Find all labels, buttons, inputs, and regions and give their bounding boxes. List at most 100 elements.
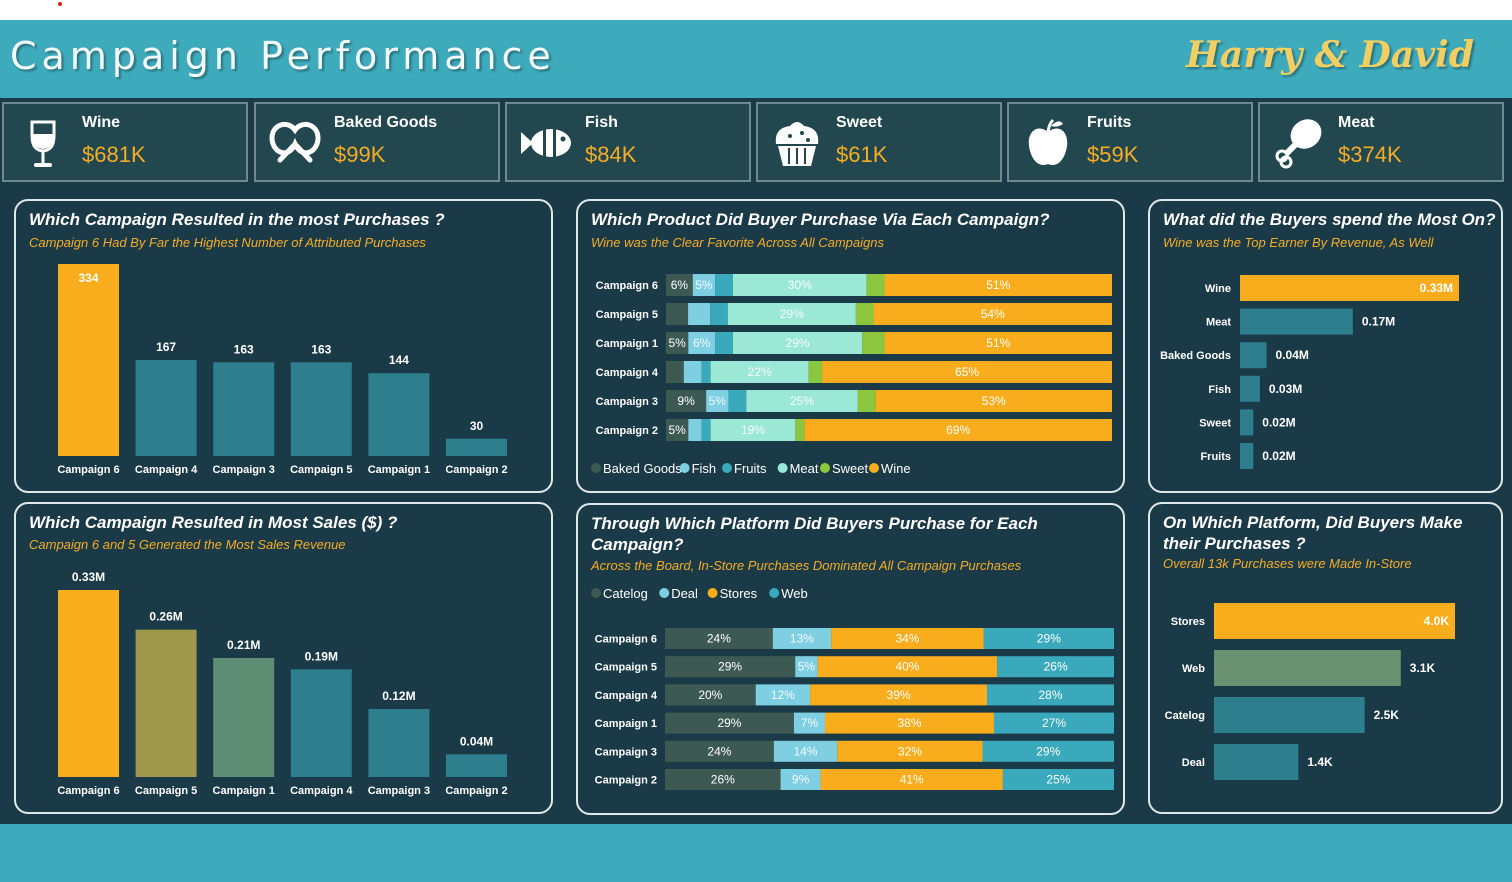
- stack-segment: [746, 390, 858, 412]
- data-label: 29%: [717, 716, 741, 730]
- kpi-label: Baked Goods: [334, 114, 438, 131]
- category-label: Campaign 3: [368, 785, 430, 797]
- stack-segment: [855, 303, 874, 325]
- data-label: 26%: [711, 773, 735, 787]
- legend-label: Meat: [790, 461, 819, 476]
- data-label: 0.03M: [1269, 382, 1302, 396]
- card-title: What did the Buyers spend the Most On?: [1163, 210, 1496, 229]
- data-label: 3.1K: [1410, 661, 1436, 675]
- stack-segment: [666, 332, 689, 354]
- pretzel-icon: [269, 121, 321, 163]
- card-title: Which Campaign Resulted in the most Purc…: [29, 210, 445, 229]
- bar: [1240, 308, 1353, 335]
- wine-glass-icon: [30, 120, 56, 167]
- data-label: 38%: [897, 716, 921, 730]
- data-label: 13%: [790, 632, 814, 646]
- category-label: Campaign 2: [445, 785, 507, 797]
- stack-segment: [701, 419, 711, 441]
- product-chart: Campaign 6 6% 5% 30% 51% Campaign 5 29% 54% Camp…: [591, 274, 1112, 476]
- kpi-fruits: Fruits $59K: [1007, 102, 1253, 182]
- category-label: Deal: [1182, 757, 1205, 769]
- stack-segment: [665, 712, 794, 734]
- category-label: Fish: [1208, 384, 1231, 396]
- bar: [1214, 744, 1299, 780]
- bar: [1240, 375, 1260, 402]
- card-product: Which Product Did Buyer Purchase Via Eac…: [576, 199, 1125, 493]
- sales-chart: 0.33M Campaign 6 0.26M Campaign 5 0.21M Campa…: [57, 570, 507, 797]
- stack-segment: [825, 712, 994, 734]
- stack-segment: [732, 274, 867, 296]
- stack-segment: [666, 274, 693, 296]
- data-label: 29%: [718, 660, 742, 674]
- legend-label: Wine: [881, 461, 911, 476]
- stack-segment: [665, 628, 773, 649]
- stack-segment: [820, 769, 1003, 790]
- category-label: Stores: [1171, 616, 1205, 628]
- kpi-label: Fish: [585, 114, 618, 131]
- category-label: Campaign 3: [595, 746, 657, 758]
- kpi-value: $374K: [1338, 142, 1402, 167]
- fish-icon: [521, 129, 571, 157]
- stack-segment: [666, 303, 689, 325]
- purchases-chart: 334 Campaign 6 167 Campaign 4 163 Campaign 3 1…: [57, 264, 508, 476]
- stack-segment: [804, 419, 1112, 441]
- bar: [1240, 409, 1254, 436]
- stack-segment: [982, 740, 1114, 762]
- stack-segment: [688, 303, 711, 325]
- category-label: Campaign 4: [596, 367, 659, 379]
- kpi-label: Meat: [1338, 114, 1375, 131]
- data-label: 65%: [955, 365, 979, 379]
- data-label: 41%: [900, 773, 924, 787]
- footer-bar: [0, 824, 1512, 882]
- stack-segment: [810, 684, 988, 706]
- category-label: Campaign 5: [596, 309, 658, 321]
- kpi-value: $61K: [836, 142, 888, 167]
- category-label: Campaign 1: [213, 785, 275, 797]
- data-label: 69%: [946, 423, 970, 437]
- bar: [58, 590, 119, 777]
- data-label: 163: [234, 342, 254, 356]
- category-label: Campaign 3: [213, 464, 275, 476]
- data-label: 6%: [671, 278, 689, 292]
- stack-segment: [710, 303, 728, 325]
- category-label: Campaign 6: [596, 280, 658, 292]
- category-label: Sweet: [1199, 417, 1231, 429]
- data-label: 12%: [771, 688, 795, 702]
- stack-segment: [817, 656, 998, 678]
- category-label: Campaign 5: [135, 785, 197, 797]
- bar: [213, 658, 275, 777]
- card-title: On Which Platform, Did Buyers Make their…: [1163, 512, 1462, 554]
- stack-segment: [837, 740, 983, 762]
- legend-marker: [679, 463, 690, 473]
- stack-segment: [732, 332, 863, 354]
- stack-segment: [780, 769, 821, 790]
- stack-segment: [710, 361, 809, 383]
- data-label: 0.17M: [1362, 315, 1395, 329]
- dashboard-body: Wine $681K Baked Goods $99K Fish $84K: [0, 98, 1512, 824]
- legend-label: Baked Goods: [603, 461, 682, 476]
- bar: [290, 362, 352, 456]
- category-label: Campaign 5: [290, 464, 352, 476]
- card-purchases: Which Campaign Resulted in the most Purc…: [14, 199, 553, 493]
- data-label: 19%: [741, 423, 765, 437]
- data-label: 26%: [1044, 660, 1068, 674]
- bar: [58, 264, 119, 456]
- stack-segment: [993, 712, 1114, 734]
- apple-icon: [1028, 118, 1068, 166]
- kpi-value: $84K: [585, 142, 637, 167]
- category-label: Campaign 6: [57, 785, 119, 797]
- bar: [1214, 603, 1455, 639]
- card-sales: Which Campaign Resulted in Most Sales ($…: [14, 502, 553, 814]
- stack-segment: [857, 390, 876, 412]
- data-label: 29%: [786, 336, 810, 350]
- stack-segment: [728, 390, 747, 412]
- data-label: 34%: [895, 632, 919, 646]
- kpi-value: $59K: [1087, 142, 1139, 167]
- stack-segment: [822, 361, 1112, 383]
- stack-segment: [665, 684, 756, 706]
- stack-segment: [866, 274, 885, 296]
- data-label: 0.12M: [382, 689, 415, 703]
- category-label: Campaign 4: [290, 785, 353, 797]
- stack-segment: [831, 628, 984, 649]
- legend-label: Sweet: [832, 461, 869, 476]
